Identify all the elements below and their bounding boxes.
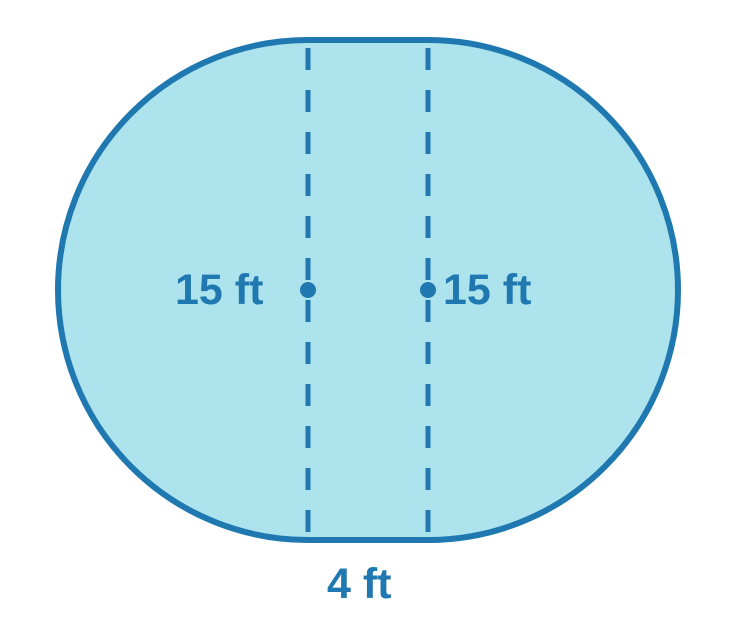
label-right-radius: 15 ft bbox=[443, 266, 531, 315]
stadium-shape bbox=[58, 40, 678, 540]
center-dot-right bbox=[420, 282, 436, 298]
label-left-radius: 15 ft bbox=[175, 266, 263, 315]
center-dot-left bbox=[300, 282, 316, 298]
stadium-outline bbox=[58, 40, 678, 540]
diagram-canvas bbox=[0, 0, 746, 638]
label-bottom-width: 4 ft bbox=[327, 560, 392, 609]
